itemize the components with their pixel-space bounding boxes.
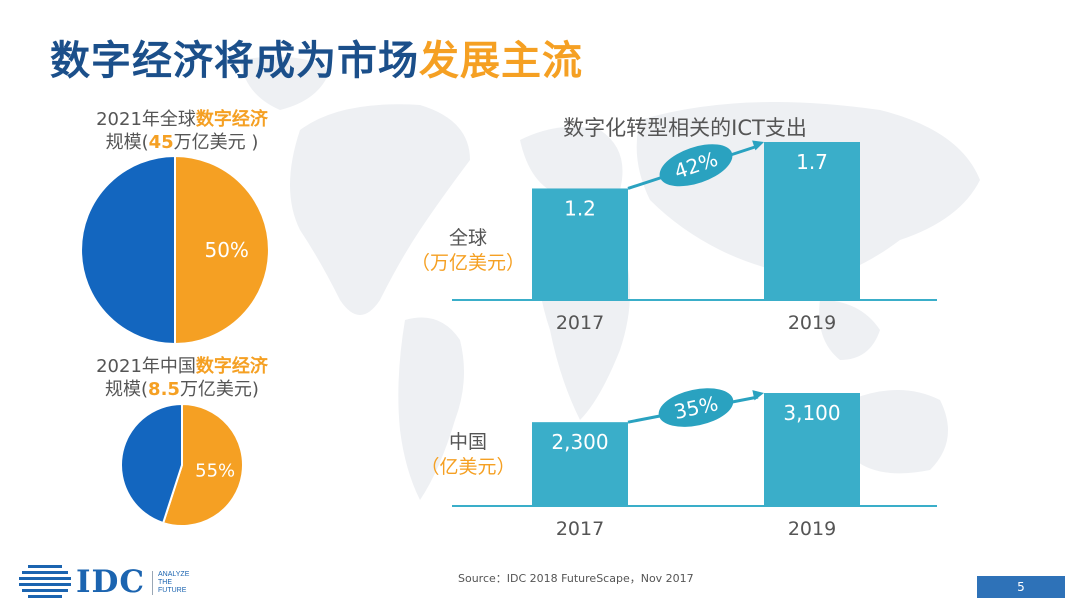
- idc-globe-icon: [19, 565, 71, 598]
- global-tick-label: 2019: [788, 312, 836, 334]
- china-arrow-head: [752, 390, 764, 401]
- china-digital-economy-pie: 55%: [120, 403, 244, 527]
- global-arrow-head: [752, 140, 764, 151]
- global-bar-2019: [764, 142, 860, 300]
- title-highlight: 发展主流: [419, 38, 583, 84]
- china-pie-caption: 2021年中国数字经济 规模(8.5万亿美元): [96, 356, 268, 400]
- china-pie-slice-1: [120, 403, 183, 525]
- china-tick-label: 2017: [556, 518, 604, 540]
- china-tick-label: 2019: [788, 518, 836, 540]
- china-pie-percent-label: 55%: [195, 461, 235, 482]
- global-bar-2017: [532, 188, 628, 300]
- global-unit-label: 全球 （万亿美元）: [410, 227, 526, 274]
- china-bar-2017: [532, 422, 628, 506]
- global-pie-slice-0: [174, 155, 270, 345]
- global-growth-badge: [659, 144, 733, 187]
- china-value-label: 2,300: [551, 430, 608, 454]
- page-title: 数字经济将成为市场发展主流: [50, 38, 583, 84]
- global-value-label: 1.2: [564, 196, 596, 220]
- china-growth-badge: [658, 388, 734, 427]
- china-value-label: 3,100: [783, 401, 840, 425]
- global-digital-economy-pie: 50%: [80, 155, 270, 345]
- china-pie-slice-0: [161, 403, 244, 527]
- global-pie-percent-label: 50%: [204, 238, 248, 262]
- global-pie-slice-1: [80, 155, 176, 345]
- global-value-label: 1.7: [796, 150, 828, 174]
- idc-logo: IDC: [76, 564, 146, 600]
- ict-spending-title: 数字化转型相关的ICT支出: [563, 116, 807, 140]
- china-unit-label: 中国 （亿美元）: [420, 431, 516, 478]
- source-note: Source：IDC 2018 FutureScape，Nov 2017: [458, 572, 694, 585]
- idc-tagline: ANALYZE THE FUTURE: [152, 571, 189, 595]
- page-number: 5: [977, 576, 1065, 598]
- global-tick-label: 2017: [556, 312, 604, 334]
- china-bar-2019: [764, 393, 860, 506]
- global-pie-caption: 2021年全球数字经济 规模(45万亿美元 ): [96, 109, 268, 153]
